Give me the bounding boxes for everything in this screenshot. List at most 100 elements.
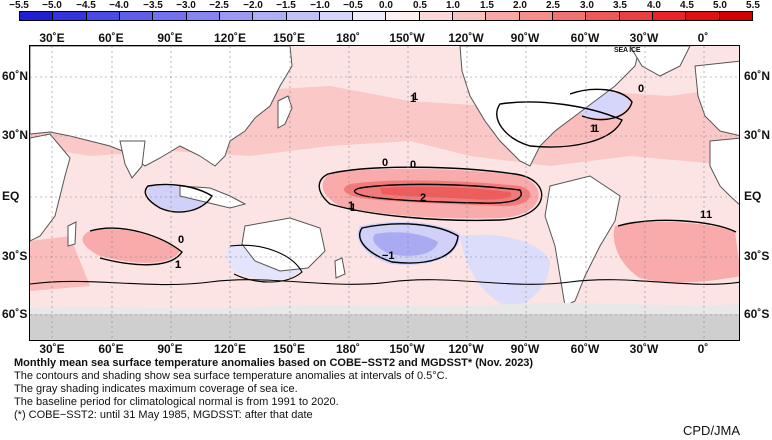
sea-ice-edge (30, 302, 739, 314)
color-swatch (652, 12, 687, 20)
lon-label: 90˚W (510, 31, 540, 45)
lon-label: 120˚E (213, 342, 247, 356)
color-swatch (319, 12, 354, 20)
contour-label: 1 (175, 259, 181, 271)
contour-lines (30, 88, 739, 286)
caption-line: The contours and shading show sea surfac… (14, 370, 448, 382)
scale-tick: −1.5 (276, 0, 296, 11)
color-scale-bar (19, 11, 753, 21)
contour-label: 1 (706, 209, 712, 221)
contour-line (496, 101, 623, 148)
color-swatch (419, 12, 454, 20)
scale-tick: −2.0 (243, 0, 263, 11)
land-india (119, 140, 146, 179)
caption-line: (*) COBE−SST2: until 31 May 1985, MGDSST… (14, 409, 313, 421)
lon-label: 150˚W (389, 342, 425, 356)
scale-tick: −3.0 (176, 0, 196, 11)
land-australia (241, 217, 326, 272)
contour-label: 1 (350, 202, 356, 214)
longitude-axis-top: 30˚E 60˚E 90˚E 120˚E 150˚E 180˚ 150˚W 12… (0, 31, 772, 45)
lon-label: 180˚ (335, 31, 361, 45)
strong-warm-anomaly (380, 186, 512, 200)
scale-tick: −3.5 (143, 0, 163, 11)
contour-line (617, 219, 737, 233)
lon-label: 60˚W (570, 31, 600, 45)
lon-label: 90˚W (510, 342, 540, 356)
caption-line: The baseline period for climatological n… (14, 396, 339, 408)
scale-tick: −2.5 (209, 0, 229, 11)
lat-label: 30˚N (2, 128, 29, 142)
land-japan (277, 95, 293, 129)
scale-tick: 3.5 (613, 0, 627, 11)
color-swatch (453, 12, 487, 20)
color-swatch (253, 12, 287, 20)
land-indonesia (179, 185, 247, 209)
lon-label: 60˚E (98, 31, 124, 45)
credit: CPD/JMA (683, 423, 741, 438)
color-swatch (686, 12, 720, 20)
lon-label: 60˚W (570, 342, 600, 356)
color-swatch (86, 12, 120, 20)
land-greenland (629, 46, 691, 77)
contour-line (353, 183, 522, 204)
scale-tick: 0.0 (379, 0, 393, 11)
map-canvas: 2 1 1 1 1 0 0 1 −1 0 1 1 1 0 1 1 (30, 46, 739, 340)
lon-label: 150˚E (272, 31, 306, 45)
land-africa (30, 133, 739, 242)
contour-label: 1 (593, 123, 599, 135)
color-swatch (586, 12, 620, 20)
land-south-america (544, 175, 621, 307)
scale-tick: 5.0 (713, 0, 727, 11)
scale-tick: 1.5 (480, 0, 494, 11)
scale-tick: 2.0 (513, 0, 527, 11)
caption-title: Monthly mean sea surface temperature ano… (14, 357, 534, 369)
lat-label: 60˚N (2, 69, 29, 83)
color-swatch (719, 12, 752, 20)
scale-tick: 0.5 (413, 0, 427, 11)
warm-anomaly-area (30, 236, 90, 291)
contour-label: 0 (638, 83, 644, 95)
lat-label: 30˚S (2, 249, 28, 263)
contour-line (229, 244, 303, 283)
contour-line (89, 227, 183, 266)
lat-label: 60˚N (744, 69, 771, 83)
scale-tick: 2.5 (546, 0, 560, 11)
scale-tick: −1.0 (310, 0, 330, 11)
color-swatch (386, 12, 420, 20)
lon-label: 60˚E (98, 342, 124, 356)
lon-label: 30˚W (629, 342, 659, 356)
longitude-axis-bottom: 30˚E 60˚E 90˚E 120˚E 150˚E 180˚ 150˚W 12… (0, 342, 772, 356)
land-europe (694, 60, 739, 137)
caption-line: The gray shading indicates maximum cover… (14, 383, 298, 395)
scale-tick: 3.0 (580, 0, 594, 11)
scale-tick: −4.0 (109, 0, 129, 11)
color-swatch (186, 12, 220, 20)
color-swatch (486, 12, 520, 20)
color-swatch (219, 12, 254, 20)
color-swatch (286, 12, 320, 20)
color-swatch (20, 12, 54, 20)
contour-label: 0 (382, 157, 388, 169)
color-swatch (119, 12, 154, 20)
lat-label: EQ (744, 189, 762, 203)
contour-line (318, 166, 543, 222)
contour-label: 0 (410, 159, 416, 171)
latitude-axis-right: 60˚N 30˚N EQ 30˚S 60˚S (742, 45, 772, 341)
contour-labels: 2 1 1 1 1 0 0 1 −1 0 1 1 1 0 1 1 (175, 83, 712, 271)
scale-tick: 1.0 (446, 0, 460, 11)
lat-label: 60˚S (2, 307, 28, 321)
scale-tick: −5.0 (42, 0, 62, 11)
color-swatch (553, 12, 587, 20)
lat-label: 30˚N (744, 128, 771, 142)
color-swatch (353, 12, 387, 20)
lon-label: 120˚W (448, 342, 484, 356)
sea-ice-label: SEA ICE (614, 47, 641, 54)
contour-label: 0 (178, 234, 184, 246)
contour-label: 1 (412, 91, 418, 103)
lon-label: 0˚ (697, 31, 709, 45)
lon-label: 150˚E (272, 342, 306, 356)
lon-label: 120˚E (213, 31, 247, 45)
lat-label: 30˚S (744, 249, 770, 263)
scale-tick: 5.5 (746, 0, 760, 11)
contour-label: −1 (382, 250, 395, 262)
